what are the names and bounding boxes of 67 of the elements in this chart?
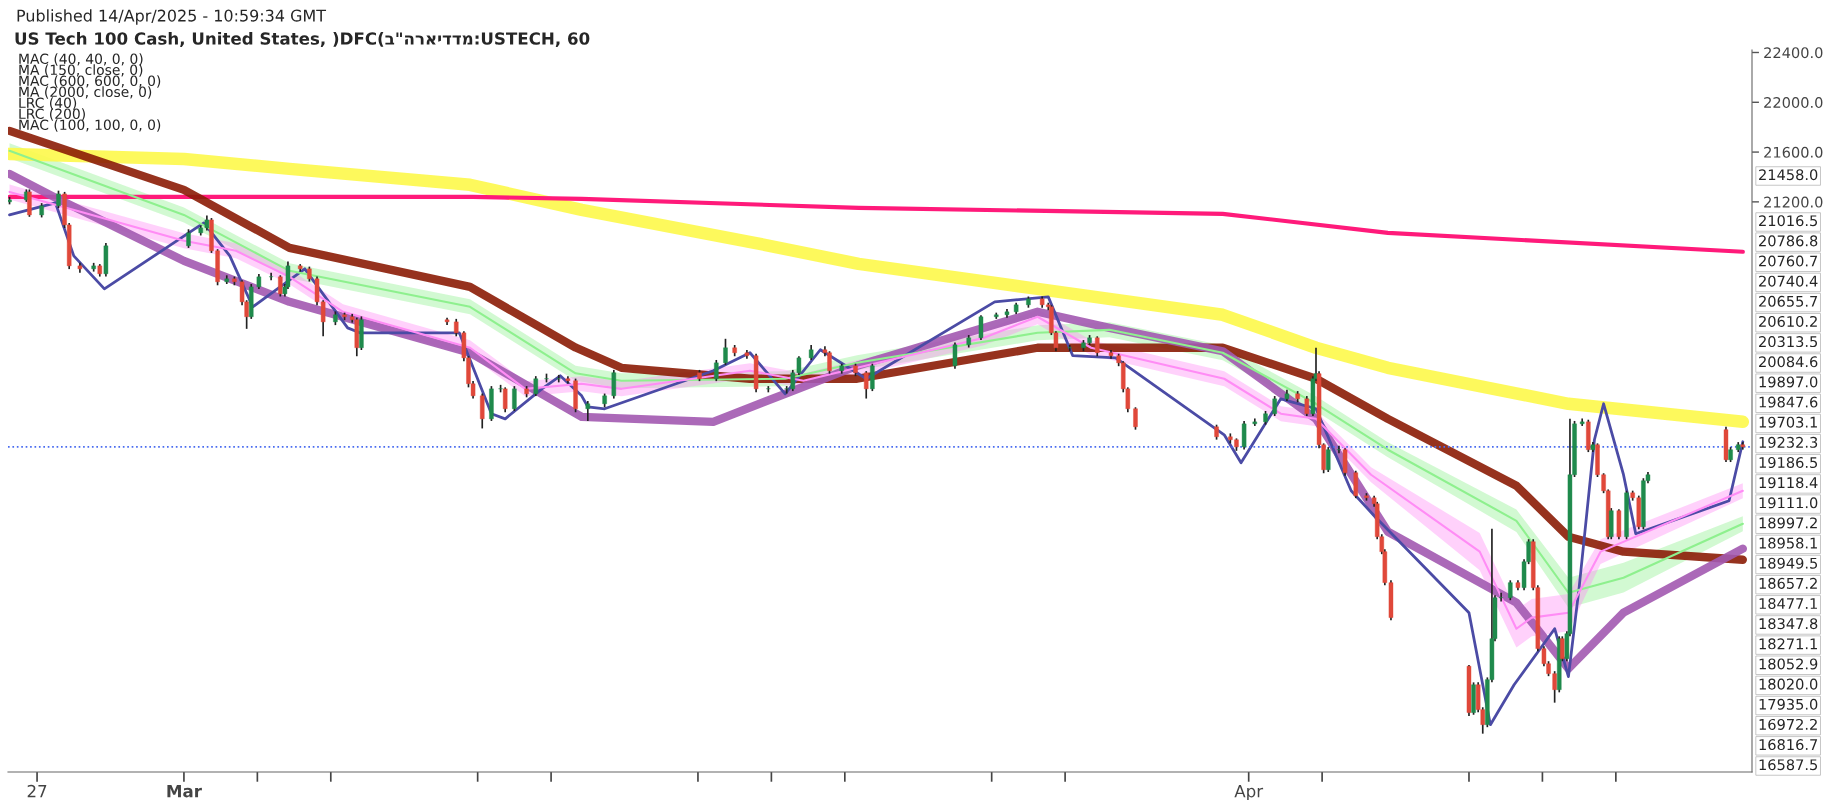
candlestick	[723, 337, 728, 366]
text: 16587.5	[1759, 759, 1818, 771]
text: 18052.9	[1759, 658, 1818, 670]
text: 16816.7	[1759, 739, 1818, 751]
candlestick	[1272, 395, 1277, 417]
chart-title: US Tech 100 Cash, United States, )DFC(ב"הראידדמ:USTECH, 60	[15, 31, 590, 47]
candlestick	[1067, 344, 1072, 353]
text: 20313.5	[1759, 336, 1818, 348]
y-tick-label: 22000.0	[1764, 97, 1823, 109]
text: 19118.4	[1759, 477, 1818, 489]
text: 20610.2	[1759, 315, 1817, 327]
x-tick-label: Mar	[167, 785, 202, 798]
candlestick	[1241, 420, 1247, 451]
candlestick	[585, 400, 591, 422]
candlestick	[1095, 335, 1100, 358]
text: 18020.0	[1759, 678, 1818, 690]
candlestick	[268, 271, 274, 282]
text: Published 14/Apr/2025 - 10:59:34 GMT	[17, 9, 327, 25]
y-tick-label: 21200.0	[1764, 196, 1823, 208]
text: 18271.1	[1759, 638, 1817, 650]
text: 21016.5	[1759, 215, 1818, 227]
candlestick	[714, 359, 719, 382]
y-tick-label: 21600.0	[1764, 146, 1823, 158]
text: 18657.2	[1759, 577, 1817, 589]
candlestick	[1133, 406, 1138, 431]
candlestick	[1508, 579, 1513, 602]
text: 18949.5	[1759, 557, 1818, 569]
text: 18477.1	[1759, 598, 1817, 610]
candlestick	[978, 314, 984, 341]
candlestick	[870, 362, 875, 392]
candlestick	[1304, 395, 1310, 417]
line-series	[8, 194, 1745, 254]
candlestick	[278, 274, 283, 298]
y-tick-label: 22400.0	[1764, 47, 1823, 59]
text: 16972.2	[1759, 718, 1817, 730]
text: 17935.0	[1759, 698, 1818, 710]
text: 19703.1	[1759, 416, 1817, 428]
text: 20786.8	[1759, 235, 1818, 247]
candlestick	[864, 370, 869, 400]
text: 18997.2	[1759, 517, 1817, 529]
text: 21458.0	[1759, 169, 1818, 181]
candlestick	[480, 392, 485, 430]
candlestick	[1342, 447, 1348, 477]
text: 18958.1	[1759, 537, 1817, 549]
candlestick	[556, 374, 561, 384]
candlestick	[611, 369, 617, 400]
text: 19897.0	[1759, 376, 1818, 388]
text: 20760.7	[1759, 255, 1818, 267]
text: 20084.6	[1759, 356, 1818, 368]
x-tick-label: 27	[27, 784, 47, 798]
text: 19232.3	[1759, 436, 1818, 448]
candlestick	[186, 228, 191, 249]
x-tick-label: Apr	[1234, 785, 1264, 800]
text: 19186.5	[1759, 456, 1818, 469]
text: 20655.7	[1759, 295, 1818, 307]
candlestick	[766, 385, 771, 394]
text: 18347.8	[1759, 618, 1818, 630]
candlestick	[1336, 445, 1342, 455]
candlestick	[533, 375, 539, 397]
text: 19111.0	[1759, 497, 1818, 509]
candlestick	[502, 386, 508, 414]
candlestick	[512, 385, 517, 412]
candlestick	[952, 341, 958, 370]
text: 20740.4	[1759, 275, 1818, 287]
text: 19847.6	[1759, 396, 1818, 408]
candlestick	[1326, 446, 1331, 473]
candlestick	[1353, 469, 1358, 499]
